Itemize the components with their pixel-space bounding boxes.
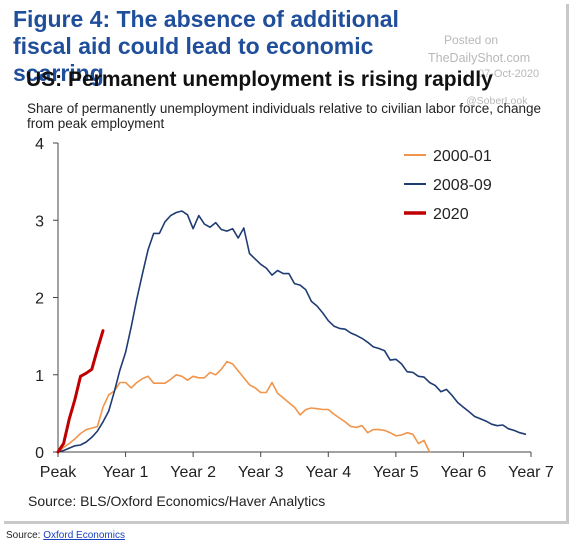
- chart-title: US: Permanent unemployment is rising rap…: [26, 68, 493, 91]
- watermark-line: 07-Oct-2020: [478, 68, 540, 80]
- x-tick-label: Year 4: [305, 464, 351, 481]
- y-tick-label: 4: [35, 136, 44, 153]
- x-tick-label: Year 6: [441, 464, 487, 481]
- watermark-line: TheDailyShot.com: [428, 51, 531, 65]
- legend-label: 2020: [433, 206, 469, 223]
- y-tick-label: 1: [35, 368, 44, 385]
- x-tick-label: Year 7: [508, 464, 554, 481]
- series-line-2008-09: [57, 210, 527, 453]
- y-tick-label: 0: [35, 445, 44, 462]
- figure-frame: [4, 4, 569, 524]
- watermark-line: @SoberLook: [466, 95, 528, 107]
- footer-source: Source: Oxford Economics: [6, 530, 125, 541]
- series-line-2000-01: [57, 360, 431, 453]
- source-line: Source: BLS/Oxford Economics/Haver Analy…: [28, 493, 326, 509]
- series-line-2020: [56, 329, 105, 454]
- oxford-economics-link[interactable]: Oxford Economics: [43, 530, 125, 541]
- legend-label: 2000-01: [433, 148, 492, 165]
- x-tick-label: Year 5: [373, 464, 419, 481]
- legend-label: 2008-09: [433, 177, 492, 194]
- y-tick-label: 3: [35, 213, 44, 230]
- watermark-line: Posted on: [444, 33, 499, 47]
- footer-source-label: Source:: [6, 530, 41, 541]
- figure-title: Figure 4: The absence of additional fisc…: [13, 6, 399, 86]
- x-tick-label: Year 3: [238, 464, 284, 481]
- x-tick-label: Peak: [40, 464, 77, 481]
- x-tick-label: Year 1: [103, 464, 149, 481]
- chart-subtitle: Share of permanently unemployment indivi…: [27, 101, 542, 131]
- x-tick-label: Year 2: [170, 464, 216, 481]
- y-tick-label: 2: [35, 291, 44, 308]
